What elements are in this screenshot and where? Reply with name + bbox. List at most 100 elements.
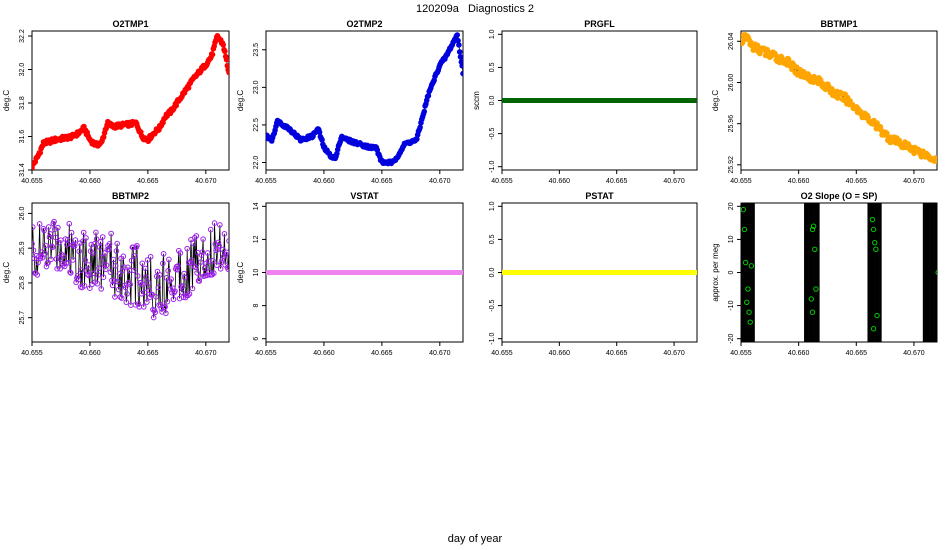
- data-point: [210, 257, 216, 264]
- data-point: [935, 270, 937, 275]
- data-point: [82, 257, 89, 263]
- data-point: [99, 254, 105, 261]
- data-point: [226, 69, 229, 76]
- data-point: [870, 326, 877, 332]
- data-point: [115, 278, 121, 285]
- y-tick-label: -20: [728, 334, 735, 344]
- data-point: [165, 267, 171, 274]
- y-tick-label: -0.5: [489, 299, 496, 311]
- data-point: [184, 245, 190, 252]
- data-point: [808, 296, 815, 302]
- data-point: [873, 246, 879, 253]
- data-point: [741, 226, 748, 233]
- data-point: [67, 270, 74, 276]
- data-point: [97, 238, 104, 245]
- plot-frame: [265, 30, 464, 171]
- data-point: [460, 70, 463, 77]
- data-point: [62, 236, 69, 242]
- data-point: [226, 238, 229, 244]
- data-point: [71, 243, 78, 249]
- data-point: [64, 236, 71, 243]
- data-point: [78, 267, 85, 273]
- data-point: [191, 263, 197, 269]
- data-point: [90, 270, 97, 277]
- data-point: [194, 270, 200, 276]
- data-point: [51, 218, 57, 225]
- x-tick-label: 40.670: [663, 178, 685, 185]
- data-point: [455, 37, 461, 44]
- x-tick-label: 40.655: [491, 178, 513, 185]
- data-point: [112, 294, 118, 300]
- data-point: [68, 229, 75, 236]
- y-tick-label: -10: [728, 300, 735, 310]
- data-layer: [32, 32, 229, 170]
- y-tick-label: 0.0: [489, 268, 496, 278]
- data-point: [134, 273, 141, 279]
- data-point: [162, 304, 168, 310]
- data-point: [61, 263, 68, 270]
- data-point: [174, 266, 181, 273]
- y-tick-label: 31.4: [19, 163, 26, 177]
- y-tick-label: 26.0: [19, 207, 26, 221]
- data-point: [74, 275, 80, 281]
- data-point: [164, 298, 171, 305]
- data-point: [153, 294, 159, 300]
- y-tick-label: 0.5: [489, 62, 496, 72]
- data-point: [34, 272, 41, 278]
- data-point: [745, 286, 751, 292]
- data-point: [214, 262, 220, 269]
- data-point: [57, 265, 63, 272]
- data-point: [456, 49, 463, 55]
- data-point: [61, 253, 67, 259]
- data-point: [55, 224, 61, 231]
- panel-title: PRGFL: [584, 19, 615, 29]
- data-layer: [32, 218, 229, 321]
- plot-frame: [31, 202, 230, 343]
- data-point: [197, 274, 203, 280]
- x-tick-label: 40.665: [846, 350, 868, 357]
- y-tick-label: 20: [728, 202, 735, 210]
- data-point: [128, 257, 135, 264]
- x-tick-label: 40.670: [429, 350, 451, 357]
- data-point: [106, 246, 112, 253]
- data-point: [874, 312, 880, 319]
- data-point: [182, 274, 188, 281]
- data-point: [41, 227, 47, 234]
- y-tick-label: 6: [253, 337, 260, 341]
- x-tick-label: 40.670: [429, 178, 451, 185]
- panel-bbtmp1: BBTMP1 deg.C 40.655 40.660 40.665 40.670 25.92…: [711, 19, 938, 185]
- data-point: [49, 244, 56, 251]
- data-point: [32, 224, 36, 230]
- y-tick-label: -1.0: [489, 333, 496, 345]
- data-point: [86, 272, 92, 279]
- data-point: [108, 230, 114, 237]
- y-axis-label: deg.C: [2, 262, 11, 284]
- y-tick-label: -1.0: [489, 161, 496, 173]
- data-point: [54, 265, 60, 272]
- y-axis-label: deg.C: [236, 262, 245, 284]
- data-point: [157, 301, 164, 308]
- data-point: [217, 222, 223, 228]
- y-tick-label: 10: [253, 269, 260, 277]
- data-point: [98, 286, 105, 292]
- data-point: [32, 247, 37, 254]
- y-tick-label: 10: [728, 235, 735, 243]
- data-point: [47, 231, 54, 237]
- data-point: [190, 240, 197, 246]
- y-tick-label: 23.0: [253, 80, 260, 94]
- data-point: [95, 272, 101, 278]
- data-point: [125, 264, 131, 271]
- panel-prgfl: PRGFL sccm 40.655 40.660 40.665 40.670 -1.0 -0.…: [472, 19, 698, 185]
- data-point: [810, 223, 817, 229]
- data-point: [198, 252, 205, 258]
- panel-vstat: VSTAT deg.C 40.655 40.660 40.665 40.670 6 8 10 12…: [236, 191, 464, 357]
- data-point: [746, 309, 752, 315]
- data-point: [747, 319, 753, 325]
- data-point: [201, 265, 208, 271]
- x-tick-label: 40.655: [491, 350, 513, 357]
- data-point: [35, 259, 41, 266]
- data-point: [160, 260, 166, 267]
- y-tick-label: 25.92: [728, 156, 735, 174]
- x-tick-label: 40.660: [549, 178, 571, 185]
